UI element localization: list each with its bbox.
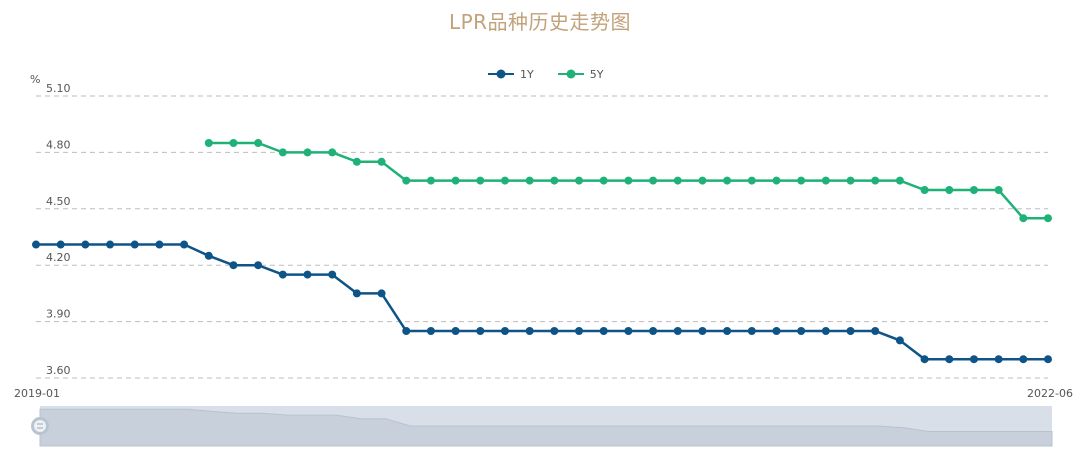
legend-marker-5y [557,69,584,79]
legend-item-1y[interactable]: 1Y [488,68,534,81]
legend: 1Y 5Y [488,64,627,84]
chart-title: LPR品种历史走势图 [448,10,632,34]
legend-label-1y: 1Y [520,67,534,81]
zoom-preview-shape [39,408,1053,447]
legend-marker-1y [488,69,514,79]
legend-item-5y[interactable]: 5Y [557,67,604,81]
legend-label-5y: 5Y [589,67,604,81]
zoom-handle-left[interactable] [31,417,49,435]
